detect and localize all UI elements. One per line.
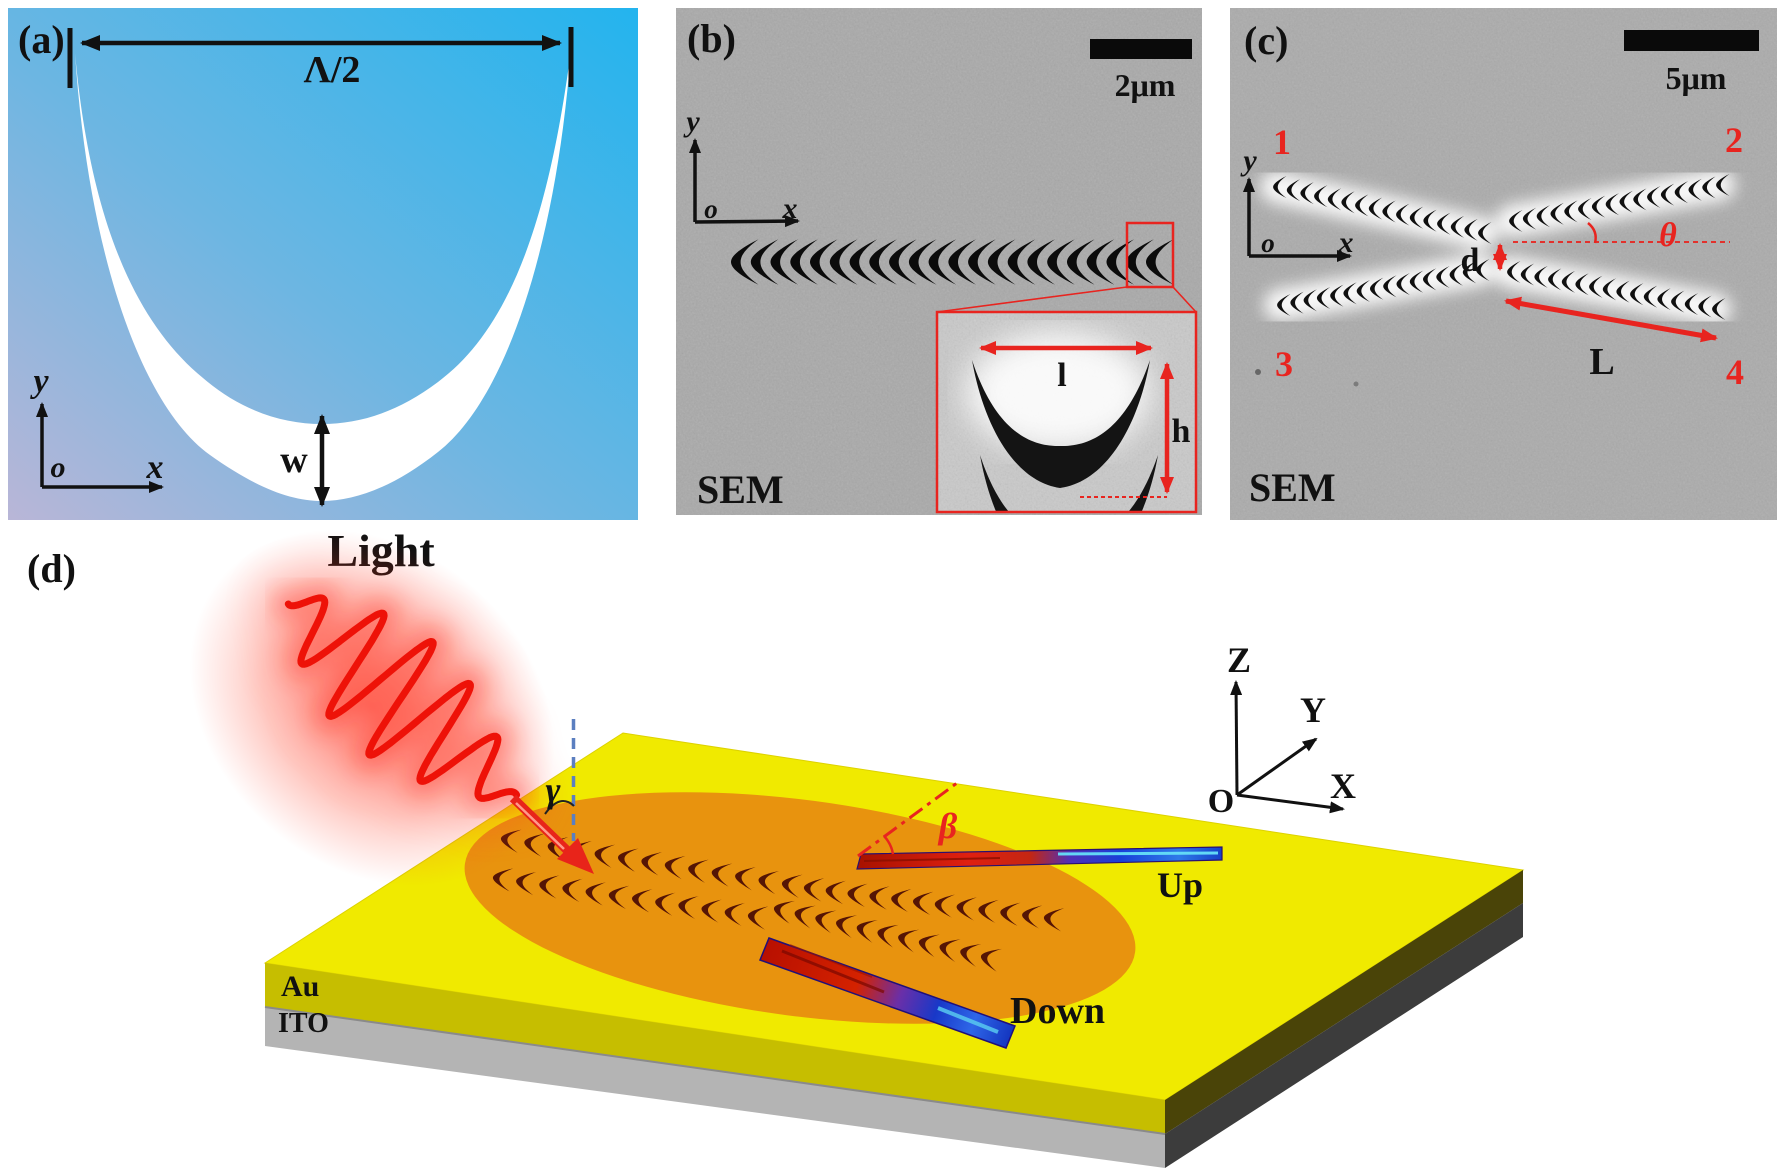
device-slab [263, 732, 1525, 1168]
panel-b-axes: y o x [683, 105, 800, 228]
length-label: L [1589, 341, 1614, 383]
inset-border [935, 310, 1198, 514]
period-dimension [67, 27, 574, 88]
panel-d-axes: Z Y X O [1208, 640, 1356, 820]
up-label: Up [1157, 865, 1203, 905]
ito-front-face [265, 1007, 1165, 1168]
bend-angle-dashdot [857, 781, 958, 858]
axis-x-label: x [1338, 226, 1354, 259]
panel-b-inset: l h [935, 310, 1198, 514]
ito-right-face [1165, 903, 1523, 1168]
panel-b: 2μm y o x l h SEM (b) [676, 8, 1202, 515]
panel-c-label: (c) [1244, 18, 1288, 63]
axis-y-label: Y [1300, 690, 1326, 730]
beam-streak [781, 949, 885, 994]
panel-a-label: (a) [18, 17, 65, 62]
inset-crescents [972, 360, 1158, 511]
width-label: w [280, 439, 308, 481]
dust-speck [1255, 369, 1261, 375]
light-arrow-head [557, 838, 594, 874]
port-2-label: 2 [1725, 120, 1743, 160]
panel-a: Λ/2 w y o x (a) [8, 8, 638, 520]
axis-o-label: o [51, 451, 66, 484]
zoom-region-box [1125, 221, 1175, 289]
port-1-label: 1 [1273, 122, 1291, 162]
axis-o-label: o [704, 194, 718, 224]
beam-core-red [863, 857, 1001, 862]
incident-light: γ [189, 529, 594, 887]
bend-angle-arc [883, 835, 895, 855]
light-arrow-highlight [515, 802, 565, 850]
axis-z-label: Z [1227, 640, 1251, 680]
light-arrow-shaft [509, 794, 576, 859]
gold-front-face [265, 963, 1165, 1134]
axis-y-label: y [29, 363, 49, 400]
axis-y-label: y [683, 105, 700, 138]
panel-b-label: (b) [687, 16, 736, 61]
incident-angle-label: γ [546, 770, 561, 810]
panel-d: (d) Light Au ITO [27, 525, 1525, 1168]
panel-c: 5μm y o x 1 2 3 4 d θ L SEM (c) [1230, 8, 1777, 520]
port-3-label: 3 [1275, 344, 1293, 384]
scale-bar [1624, 30, 1759, 51]
gold-right-face [1165, 870, 1523, 1134]
port-4-label: 4 [1726, 352, 1744, 392]
inset-height-label: h [1172, 413, 1191, 450]
gap-label: d [1461, 242, 1480, 279]
axis-x-label: x [782, 192, 798, 225]
down-waveguide-beam [759, 937, 1016, 1049]
beam-streak [789, 944, 873, 978]
axis-o-label: o [1261, 228, 1275, 258]
technique-label: SEM [1249, 465, 1336, 510]
beam-core-cyan [937, 1006, 999, 1034]
up-waveguide-beam: β [856, 781, 1223, 870]
period-label: Λ/2 [304, 49, 361, 91]
technique-label: SEM [697, 467, 784, 512]
axis-x-label: x [146, 449, 164, 486]
axis-x-label: X [1330, 766, 1356, 806]
axis-o-label: O [1208, 783, 1234, 820]
panel-c-axes: y o x [1240, 144, 1354, 262]
light-wave [284, 594, 521, 802]
inset-glow [966, 332, 1150, 452]
dust-speck [1353, 381, 1359, 387]
chain-glows [1260, 169, 1735, 325]
scale-bar-label: 2μm [1115, 67, 1176, 103]
scale-bar-label: 5μm [1666, 60, 1727, 96]
layer-divider [264, 1006, 1166, 1135]
panel-d-label: (d) [27, 546, 76, 591]
incident-angle-arc [544, 800, 575, 815]
down-label: Down [1010, 990, 1105, 1032]
ito-layer-label: ITO [278, 1008, 329, 1039]
angle-arc [1587, 222, 1597, 244]
inset-connector [936, 286, 1128, 313]
bend-angle-label: β [937, 806, 958, 846]
inset-length-label: l [1057, 357, 1066, 394]
beam-core-cyan [1057, 851, 1219, 856]
crescent-schematic [75, 50, 571, 501]
gold-layer-label: Au [281, 970, 319, 1003]
scale-bar [1090, 39, 1192, 59]
angle-label: θ [1659, 217, 1677, 254]
length-dimension [1504, 296, 1718, 343]
panel-a-axes: y o x [29, 363, 164, 493]
inset-connector [1172, 286, 1197, 313]
axis-y-label: y [1240, 144, 1257, 177]
